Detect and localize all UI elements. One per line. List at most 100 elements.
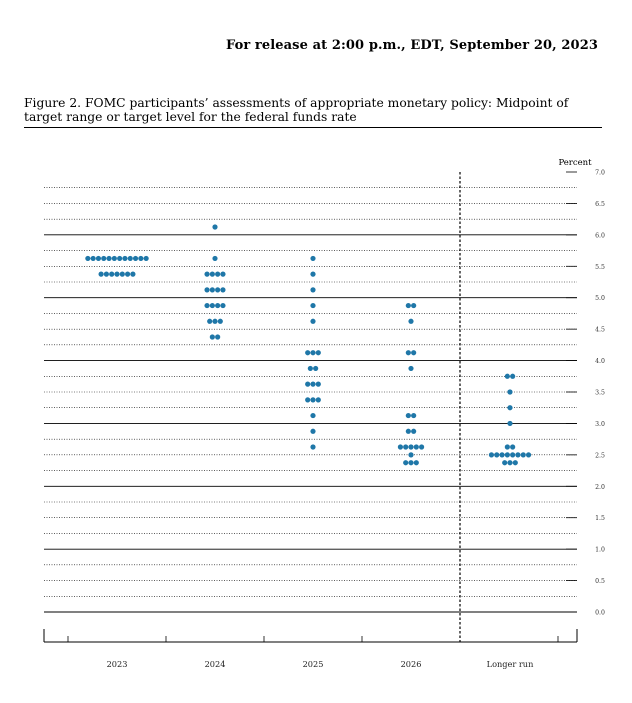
dot-point (217, 318, 223, 324)
dot-point (215, 287, 221, 293)
dot-point (127, 255, 133, 262)
dot-point (220, 287, 226, 293)
dot-point (95, 255, 102, 262)
dot-point (209, 334, 215, 340)
y-tick-label: 2.0 (595, 484, 605, 491)
dot-point (130, 271, 136, 277)
y-tick-label: 0.5 (595, 578, 605, 585)
dot-point (525, 452, 532, 458)
dot-point (408, 444, 414, 450)
gridlines (44, 187, 577, 613)
dot-point (98, 271, 104, 277)
dot-point (504, 373, 510, 379)
dot-point (310, 302, 316, 309)
dot-point (310, 350, 316, 356)
dot-point (411, 412, 417, 419)
dot-point (408, 318, 414, 324)
dot-point (305, 381, 311, 387)
y-tick-label: 2.5 (595, 452, 605, 459)
dot-point (515, 452, 521, 458)
dot-point (209, 271, 215, 277)
figure-caption: Figure 2. FOMC participants’ assessments… (24, 96, 569, 124)
dot-series (85, 224, 532, 466)
dot-point (209, 302, 215, 309)
dot-point (405, 350, 411, 356)
dot-point (119, 271, 125, 277)
dot-point (413, 444, 419, 450)
dot-point (215, 271, 221, 277)
x-tick-label: 2026 (401, 659, 422, 669)
y-tick-label: 7.0 (595, 170, 605, 177)
dot-point (310, 444, 316, 450)
dot-point (413, 460, 419, 466)
dot-point (502, 460, 508, 466)
y-axis-label: Percent (558, 158, 592, 168)
dot-point (405, 302, 411, 309)
dot-point (494, 452, 500, 458)
dot-point (215, 302, 221, 309)
y-tick-label: 1.5 (595, 515, 605, 522)
dot-point (507, 405, 513, 411)
dot-point (488, 452, 495, 458)
dot-point (117, 255, 123, 262)
y-tick-label: 5.5 (595, 264, 605, 271)
dot-point (310, 255, 316, 262)
dot-point (220, 271, 226, 277)
dot-point (204, 302, 210, 309)
dot-point (408, 452, 414, 458)
dot-point (310, 287, 316, 293)
y-tick-label: 4.5 (595, 327, 605, 334)
dot-point (310, 318, 316, 324)
y-tick-label: 6.5 (595, 201, 605, 208)
x-tick-label: 2023 (107, 659, 128, 669)
dot-point (220, 302, 226, 309)
dot-point (114, 271, 120, 277)
y-tick-label: 5.0 (595, 295, 605, 302)
dot-point (305, 397, 311, 403)
dot-point (313, 365, 319, 372)
y-axis: 0.0 0.5 1.0 1.5 2.0 2.5 3.0 3.5 4.0 4.5 5.0 5.5 6.0 6… (566, 170, 605, 617)
x-axis: 2023 2024 2025 2026 Longer run (43, 172, 578, 669)
dot-point (411, 302, 417, 309)
dot-point (305, 350, 311, 356)
dot-point (212, 224, 218, 230)
dot-point (212, 318, 218, 324)
dot-point (315, 350, 321, 356)
dot-point (90, 255, 96, 262)
dot-point (507, 389, 513, 395)
dot-point (315, 381, 321, 387)
x-tick-label: 2024 (205, 659, 226, 669)
dot-point (504, 444, 510, 450)
dot-point (403, 444, 409, 450)
dot-point (310, 381, 316, 387)
dot-point (125, 271, 131, 277)
y-tick-label: 6.0 (595, 232, 605, 239)
dot-point (207, 318, 213, 324)
dot-point (408, 460, 414, 466)
dot-point (504, 452, 510, 458)
dot-point (405, 428, 411, 434)
dot-point (111, 255, 117, 262)
y-tick-label: 1.0 (595, 547, 605, 554)
y-tick-label: 3.0 (595, 421, 605, 428)
dot-point (215, 334, 221, 340)
dot-point (204, 287, 210, 293)
dot-point (315, 397, 321, 403)
dot-point (397, 444, 403, 450)
dot-point (103, 271, 109, 277)
dot-point (507, 420, 513, 427)
dot-point (499, 452, 505, 458)
dot-point (408, 365, 414, 372)
dot-point (209, 287, 215, 293)
dot-point (405, 412, 411, 419)
dot-point (310, 428, 316, 434)
x-tick-label: Longer run (487, 659, 534, 669)
dot-point (411, 350, 417, 356)
dot-point (132, 255, 139, 262)
release-note: For release at 2:00 p.m., EDT, September… (225, 38, 598, 53)
dot-point (510, 373, 516, 379)
dot-point (507, 460, 513, 466)
dot-point (143, 255, 149, 262)
dot-point (403, 460, 409, 466)
